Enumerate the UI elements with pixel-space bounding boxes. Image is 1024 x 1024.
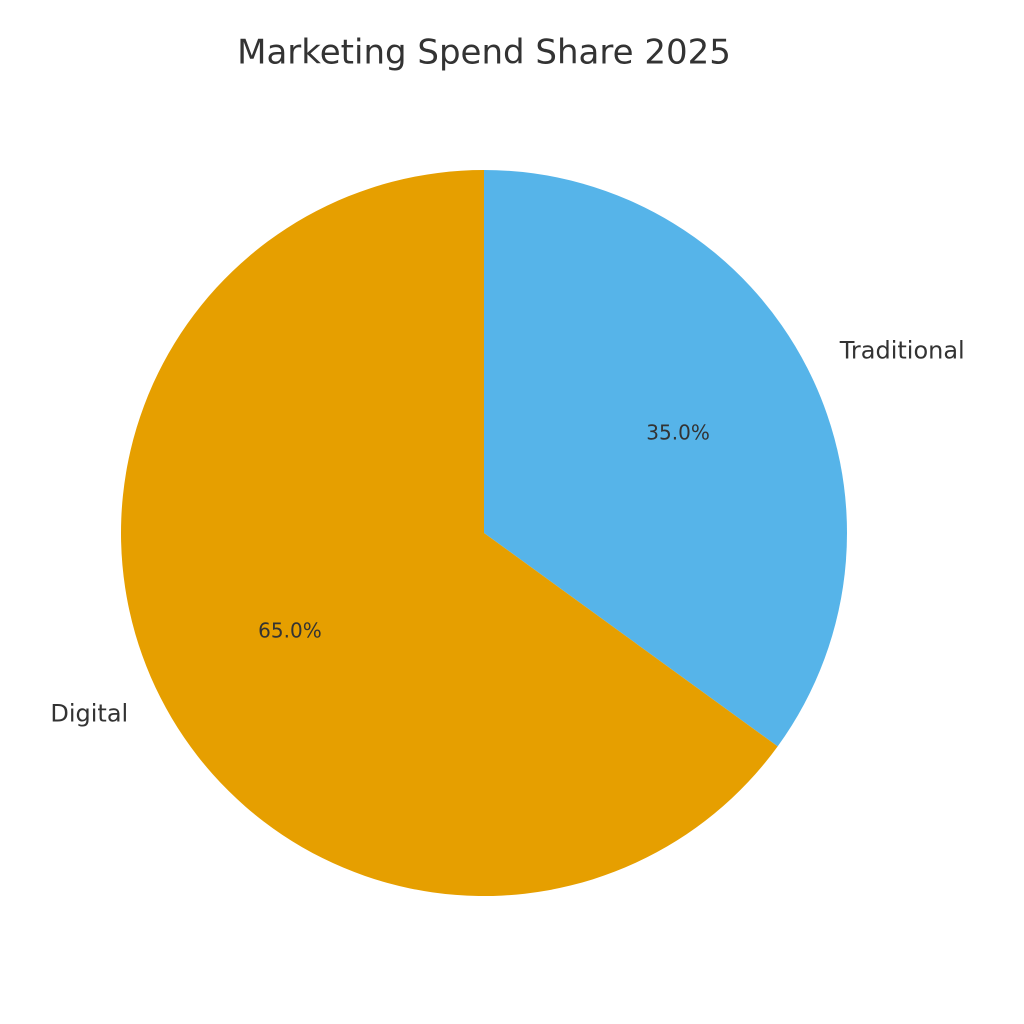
value-label: 65.0%: [258, 618, 322, 642]
slice-label: Traditional: [839, 337, 965, 365]
pie-slice: [484, 170, 847, 747]
chart-title: Marketing Spend Share 2025: [237, 33, 731, 73]
slice-label: Digital: [50, 699, 128, 727]
value-label: 35.0%: [646, 421, 710, 445]
pie-slice: [121, 170, 778, 897]
